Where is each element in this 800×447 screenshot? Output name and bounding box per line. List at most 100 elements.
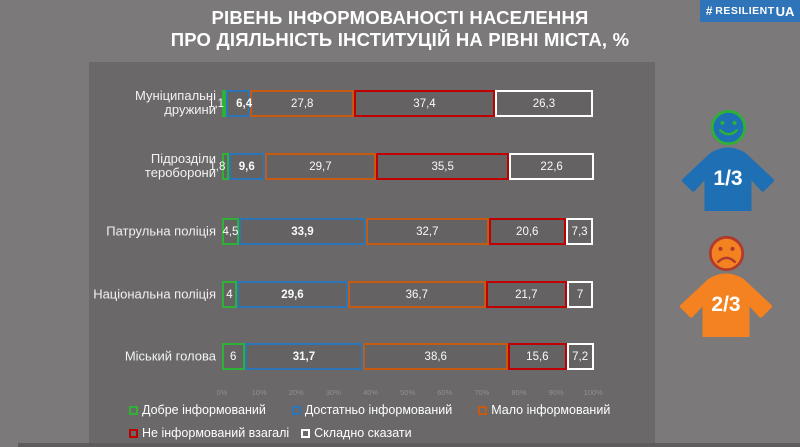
bar-segment: 32,7 — [366, 218, 489, 245]
segment-value: 20,6 — [516, 225, 539, 238]
segment-value: 22,6 — [540, 160, 563, 173]
bar-segments: 6 31,7 38,6 15,6 7,2 — [222, 343, 594, 370]
segment-value: 27,8 — [291, 97, 314, 110]
bar-segment: 35,5 — [376, 153, 510, 180]
legend-row-2: Не інформований взагалі Складно сказати — [129, 426, 412, 440]
bar-segment: 6 — [222, 343, 245, 370]
sad-face-icon — [708, 235, 745, 272]
bar-row: Міський голова 6 31,7 38,6 15,6 7,2 — [89, 343, 655, 370]
legend-item: Не інформований взагалі — [129, 426, 289, 440]
happy-fraction-label: 1/3 — [713, 167, 743, 190]
segment-value: 1,8 — [209, 160, 226, 173]
legend-swatch — [478, 405, 488, 415]
segment-value: 35,5 — [431, 160, 454, 173]
segment-value: 38,6 — [424, 350, 447, 363]
x-tick-label: 0% — [216, 388, 228, 397]
hash-icon: # — [705, 4, 713, 18]
segment-value: 7,2 — [572, 350, 589, 363]
segment-value: 7,3 — [571, 225, 588, 238]
x-tick-label: 40% — [362, 388, 379, 397]
segment-value: 26,3 — [532, 97, 556, 110]
bar-segment: 9,6 — [228, 153, 265, 180]
legend-label: Достатньо інформований — [304, 403, 453, 417]
happy-face-icon — [710, 109, 747, 146]
bar-segment: 7 — [567, 281, 594, 308]
x-tick-label: 100% — [583, 388, 603, 397]
legend-label: Не інформований взагалі — [142, 426, 290, 440]
page-title-line2: ПРО ДІЯЛЬНІСТЬ ІНСТИТУЦІЙ НА РІВНІ МІСТА… — [170, 29, 630, 51]
legend-label: Мало інформований — [491, 403, 611, 417]
bar-segment: 29,7 — [264, 153, 377, 180]
segment-value: 36,7 — [405, 288, 428, 301]
bar-row: Муніципальні дружини 1,1 6,4 27,8 37,4 26,3 — [89, 87, 655, 118]
segment-value: 6 — [230, 350, 237, 363]
legend-label: Складно сказати — [314, 426, 412, 440]
x-tick-label: 20% — [288, 388, 304, 397]
badge-text: RESILIENT — [715, 5, 775, 17]
bar-segment: 20,6 — [488, 218, 566, 245]
legend-swatch — [301, 428, 311, 438]
page-title-line1: РІВЕНЬ ІНФОРМОВАНОСТІ НАСЕЛЕННЯ — [211, 7, 589, 28]
legend-item: Складно сказати — [301, 426, 412, 440]
bar-segment: 31,7 — [244, 343, 364, 370]
segment-value: 33,9 — [291, 225, 314, 238]
segment-value: 4 — [226, 288, 233, 301]
bar-segment: 4 — [222, 281, 237, 308]
legend-row-1: Добре інформований Достатньо інформований… — [129, 403, 610, 417]
segment-value: 32,7 — [416, 225, 439, 238]
bar-segment: 26,3 — [494, 90, 594, 117]
segment-value: 29,7 — [309, 160, 332, 173]
bar-segment: 7,2 — [566, 343, 594, 370]
bottom-edge — [18, 443, 800, 447]
segment-value: 37,4 — [413, 97, 436, 110]
legend-swatch — [129, 428, 138, 438]
category-label: Підрозділи тероборони — [144, 150, 216, 181]
bar-segment: 4,5 — [222, 218, 239, 245]
legend-item: Достатньо інформований — [291, 403, 453, 417]
bar-segment: 1,1 — [208, 90, 227, 117]
segment-value: 1,1 — [208, 97, 225, 110]
legend-item: Добре інформований — [129, 403, 266, 417]
bar-row: Підрозділи тероборони 1,8 9,6 29,7 35,5 22,6 — [89, 150, 655, 181]
category-label: Національна поліція — [93, 286, 216, 302]
legend-swatch — [129, 405, 138, 415]
x-tick-label: 50% — [400, 388, 416, 397]
segment-value: 4,5 — [222, 225, 239, 238]
bar-segment: 7,3 — [565, 218, 594, 245]
legend-label: Добре інформований — [142, 403, 266, 417]
x-axis: 0% 10% 20% 30% 40% 50% 60% 70% 80% 90% 100% — [89, 388, 655, 398]
bar-segments: 1,1 6,4 27,8 37,4 26,3 — [208, 90, 594, 117]
bar-row: Національна поліція 4 29,6 36,7 21,7 7 — [89, 281, 655, 308]
legend-swatch — [291, 405, 301, 415]
category-label: Міський голова — [124, 348, 216, 364]
x-tick-label: 60% — [437, 388, 453, 397]
bar-segment: 22,6 — [509, 153, 594, 180]
x-tick-label: 70% — [474, 388, 490, 397]
bar-segment: 1,8 — [209, 153, 229, 180]
sad-fraction-label: 2/3 — [711, 293, 741, 316]
bar-segment: 33,9 — [238, 218, 366, 245]
category-label: Муніципальні дружини — [135, 87, 216, 118]
segment-value: 21,7 — [515, 288, 538, 301]
category-label: Патрульна поліція — [106, 223, 216, 239]
bar-segments: 1,8 9,6 29,7 35,5 22,6 — [209, 153, 594, 180]
bar-row: Патрульна поліція 4,5 33,9 32,7 20,6 7,3 — [89, 218, 655, 245]
bar-segment: 21,7 — [485, 281, 567, 308]
resilientua-badge: # RESILIENT UA — [700, 0, 800, 22]
segment-value: 29,6 — [281, 288, 304, 301]
bar-segment: 36,7 — [348, 281, 486, 308]
badge-suffix: UA — [775, 3, 795, 19]
x-tick-label: 80% — [511, 388, 527, 397]
chart-panel: Муніципальні дружини 1,1 6,4 27,8 37,4 26,3 Пі… — [89, 62, 655, 443]
bar-segment: 6,4 — [226, 90, 253, 117]
segment-value: 9,6 — [238, 160, 255, 173]
segment-value: 7 — [576, 288, 584, 301]
bar-segments: 4 29,6 36,7 21,7 7 — [222, 281, 594, 308]
legend-item: Мало інформований — [478, 403, 610, 417]
segment-value: 6,4 — [236, 97, 253, 110]
sad-person-figure — [679, 272, 773, 339]
bar-segment: 37,4 — [354, 90, 495, 117]
x-tick-label: 10% — [251, 388, 267, 397]
page-title: РІВЕНЬ ІНФОРМОВАНОСТІ НАСЕЛЕННЯ ПРО ДІЯЛ… — [0, 7, 800, 51]
